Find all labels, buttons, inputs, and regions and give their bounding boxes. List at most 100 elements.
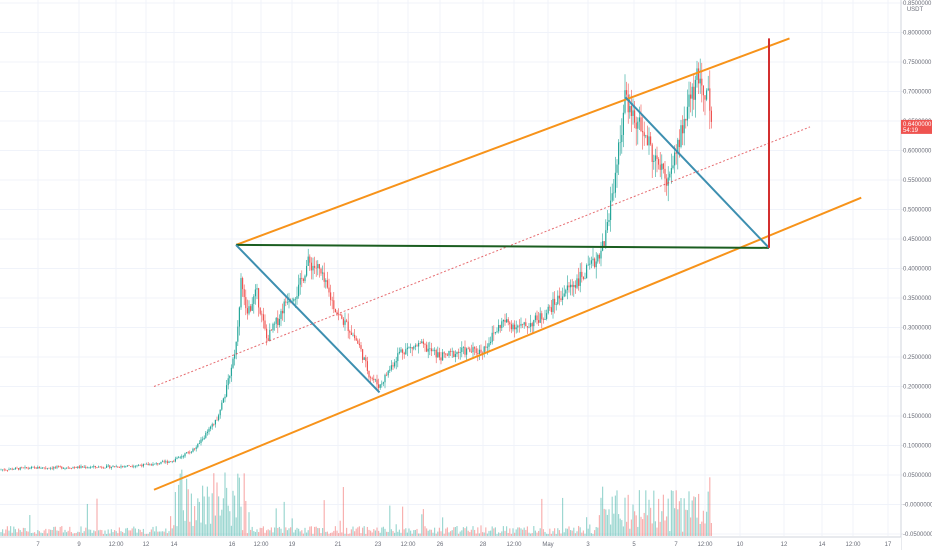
volume-bar [107, 529, 109, 536]
volume-bar [694, 497, 696, 536]
volume-bar [74, 533, 76, 536]
candle-body [278, 318, 280, 326]
volume-bar [365, 533, 367, 536]
time-tick-label: 12:00 [845, 542, 861, 548]
candle-body [429, 348, 431, 350]
volume-bar [515, 529, 517, 536]
volume-bar [706, 511, 708, 536]
volume-bar [157, 531, 159, 536]
candle-body [446, 354, 448, 356]
volume-bar [133, 526, 135, 536]
candle-body [11, 468, 13, 470]
candle-body [163, 461, 165, 463]
price-tick-label: 0.4000000 [903, 267, 932, 273]
diagonal-line[interactable] [624, 96, 770, 249]
candle-body [50, 467, 52, 469]
volume-bar [710, 523, 712, 536]
volume-bar [77, 531, 79, 536]
candle-body [622, 112, 624, 135]
candle-body [499, 324, 501, 328]
candle-body [594, 258, 596, 268]
candle-body [670, 168, 672, 174]
candle-body [277, 317, 279, 326]
volume-bar [621, 520, 623, 536]
candle-body [136, 465, 138, 467]
volume-bar [539, 528, 541, 536]
candle-body [371, 378, 373, 379]
candle-body [34, 466, 36, 468]
candle-body [282, 310, 284, 314]
volume-bar [389, 505, 391, 536]
candle-body [261, 313, 263, 315]
volume-bar [184, 520, 186, 536]
candle-body [379, 384, 381, 388]
candle-body [216, 419, 218, 421]
volume-bar [88, 529, 90, 536]
volume-bar [518, 527, 520, 536]
candle-body [467, 348, 469, 350]
midline-line[interactable] [153, 126, 811, 387]
volume-bar [262, 526, 264, 536]
volume-bar [683, 498, 685, 536]
volume-bar [194, 506, 196, 536]
volume-bar [45, 528, 47, 536]
candle-body [27, 468, 29, 469]
channel-top-line[interactable] [235, 37, 790, 246]
volume-bar [243, 473, 245, 536]
candle-body [402, 349, 404, 353]
candle-body [691, 86, 693, 99]
volume-bar [531, 532, 533, 536]
volume-bar [131, 528, 133, 536]
candle-body [102, 467, 104, 469]
candle-body [573, 285, 575, 287]
candle-body [10, 468, 12, 470]
candle-body [157, 463, 159, 465]
candle-body [152, 463, 154, 466]
candle-body [128, 465, 130, 467]
volume-bar [466, 526, 468, 536]
last-price-badge [901, 119, 932, 134]
candle-body [344, 320, 346, 325]
volume-bar [656, 527, 658, 536]
price-tick-label: 0.1000000 [903, 444, 932, 450]
volume-bar [14, 529, 16, 536]
candle-body [190, 451, 192, 453]
volume-bar [22, 527, 24, 536]
horizontal-line[interactable] [235, 243, 770, 249]
channel-bottom-line[interactable] [153, 196, 862, 491]
candle-body [8, 469, 10, 471]
candle-body [237, 326, 239, 342]
candle-body [205, 432, 207, 438]
volume-bar [387, 531, 389, 536]
candle-body [219, 409, 221, 416]
candle-body [109, 465, 111, 468]
volume-bar [464, 528, 466, 536]
candle-body [80, 466, 82, 468]
candle-body [560, 298, 562, 300]
diagonal-line[interactable] [235, 244, 381, 394]
volume-bar [523, 527, 525, 536]
candle-body [688, 94, 690, 107]
candle-body [270, 329, 272, 331]
volume-bar [210, 523, 212, 536]
volume-bar [456, 526, 458, 536]
candle-body [563, 293, 565, 297]
candle-body [664, 168, 666, 179]
volume-bar [613, 513, 615, 536]
candle-body [107, 465, 109, 467]
volume-bar [630, 519, 632, 536]
candle-body [474, 347, 476, 349]
volume-bar [691, 500, 693, 536]
volume-bar [414, 529, 416, 536]
candle-body [58, 466, 60, 467]
volume-bar [469, 532, 471, 536]
volume-bar [258, 532, 260, 536]
time-tick-label: 12:00 [506, 542, 522, 548]
candle-body [475, 348, 477, 353]
time-tick-label: 5 [632, 542, 636, 548]
candle-body [126, 465, 128, 467]
volume-bar [216, 482, 218, 536]
drawings[interactable] [153, 37, 862, 491]
